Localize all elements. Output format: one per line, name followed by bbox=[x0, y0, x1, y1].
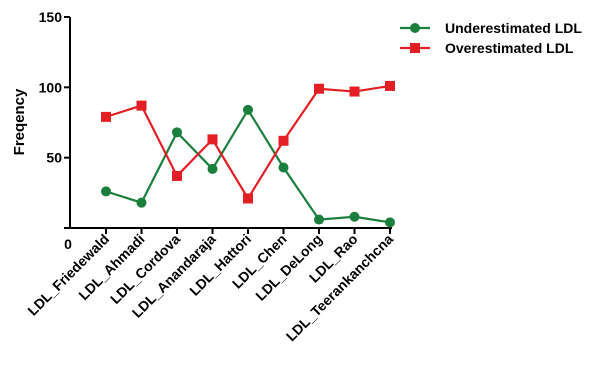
legend-label: Overestimated LDL bbox=[445, 40, 574, 56]
data-point bbox=[172, 170, 182, 181]
data-point bbox=[278, 162, 289, 173]
data-point bbox=[172, 127, 182, 138]
x-axis-ticks: LDL_FriedewaldLDL_AhmadiLDL_CordovaLDL_A… bbox=[24, 228, 396, 344]
legend-item: Overestimated LDL bbox=[400, 40, 574, 56]
x-zero-label: 0 bbox=[64, 236, 72, 252]
y-tick-label: 150 bbox=[39, 9, 63, 25]
data-point bbox=[101, 111, 111, 122]
data-point bbox=[349, 211, 360, 222]
legend: Underestimated LDL Overestimated LDL bbox=[400, 20, 582, 56]
data-point bbox=[136, 100, 147, 111]
series-line bbox=[105, 84, 391, 201]
data-point bbox=[136, 197, 147, 208]
data-point bbox=[278, 135, 289, 146]
series-line bbox=[105, 107, 391, 224]
legend-marker bbox=[410, 43, 420, 53]
data-point bbox=[385, 217, 395, 228]
data-point bbox=[314, 214, 324, 225]
legend-marker bbox=[410, 23, 420, 33]
y-tick-label: 100 bbox=[39, 79, 63, 95]
data-point bbox=[243, 193, 253, 204]
data-point bbox=[207, 134, 218, 145]
series-2 bbox=[101, 80, 395, 204]
data-point bbox=[314, 83, 324, 94]
y-axis-title: Freqency bbox=[11, 88, 28, 155]
data-point bbox=[349, 86, 360, 97]
data-point bbox=[101, 186, 111, 197]
series-1 bbox=[101, 104, 395, 228]
data-point bbox=[385, 80, 395, 91]
y-axis-ticks: 50 100 150 bbox=[39, 9, 70, 229]
data-point bbox=[207, 163, 218, 174]
legend-label: Underestimated LDL bbox=[445, 20, 582, 36]
y-tick-label: 50 bbox=[46, 150, 62, 166]
axes bbox=[69, 17, 392, 229]
series-layer bbox=[101, 80, 395, 228]
legend-item: Underestimated LDL bbox=[400, 20, 582, 36]
data-point bbox=[243, 104, 253, 115]
